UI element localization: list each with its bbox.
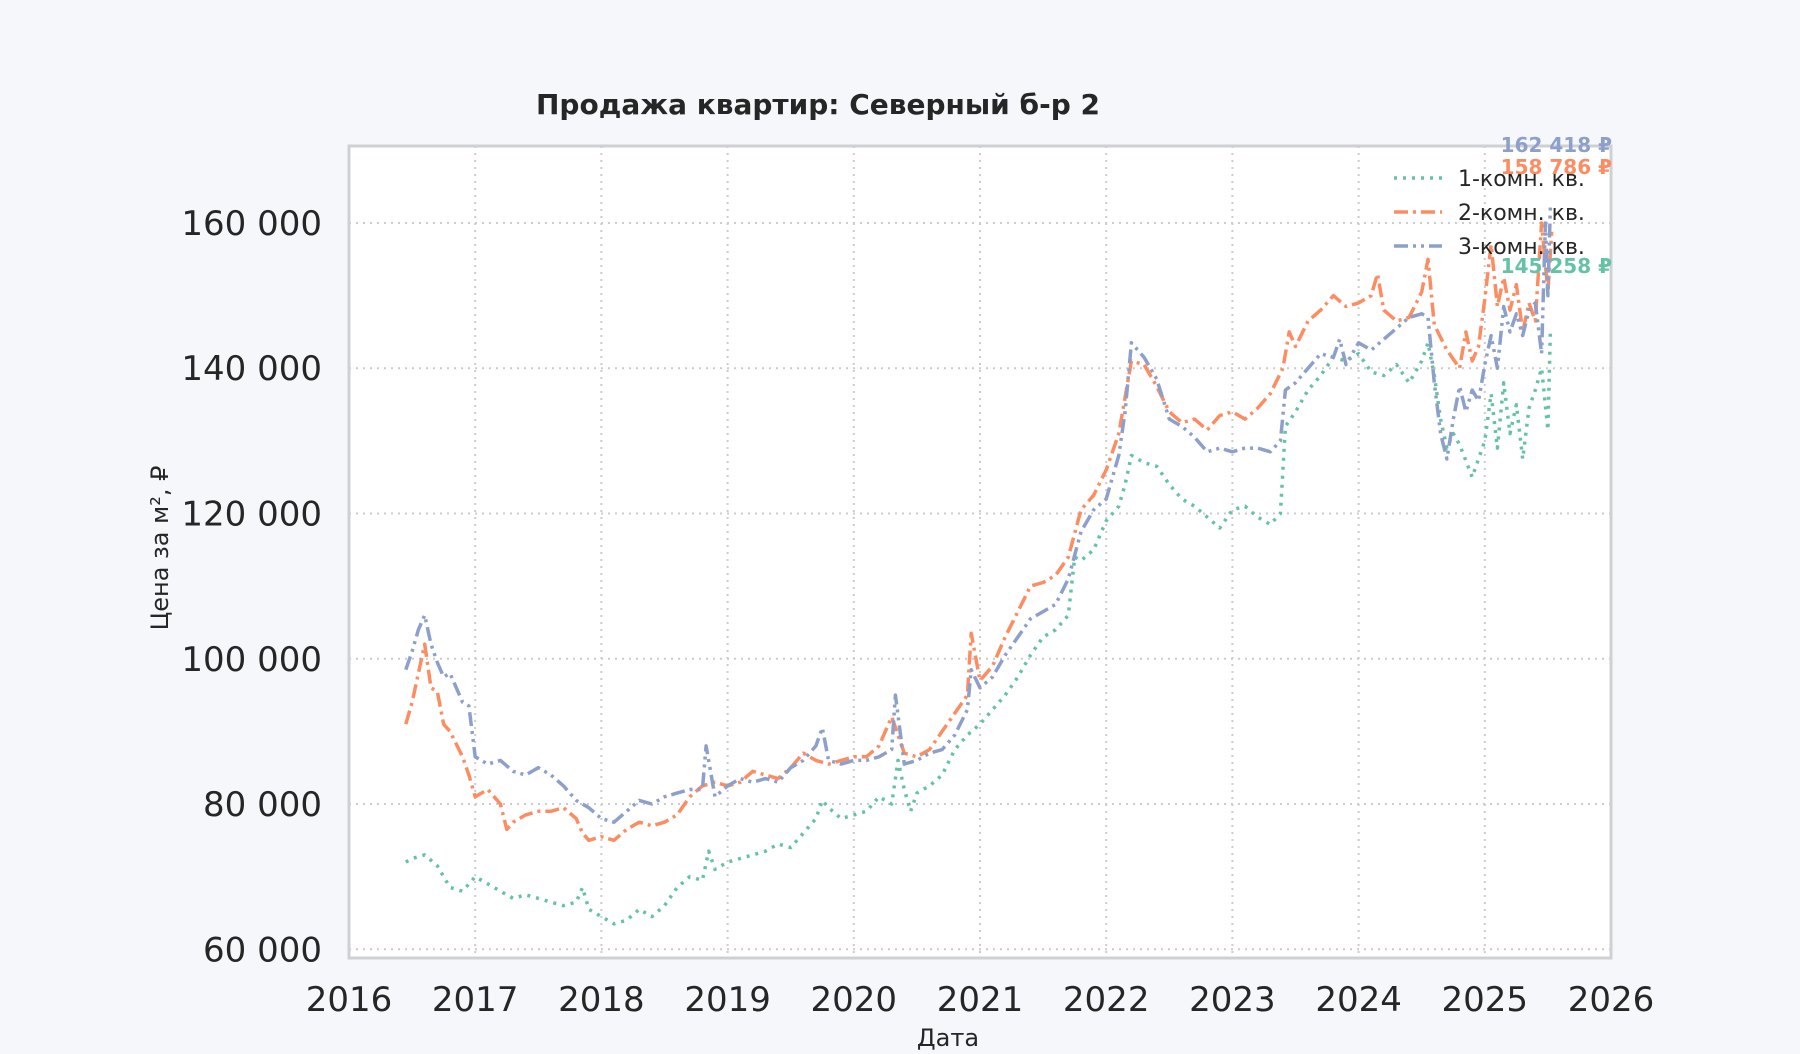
y-tick-label: 100 000: [181, 640, 322, 680]
legend-label-3: 3-комн. кв.: [1458, 235, 1585, 260]
x-tick-label: 2016: [306, 980, 393, 1020]
plot-frame: [347, 144, 1613, 960]
series-line-2: [404, 221, 1554, 843]
last-value-label-3: 162 418 ₽: [1501, 133, 1612, 157]
series-lines: [404, 205, 1554, 926]
chart-title: Продажа квартир: Северный б-р 2: [536, 88, 1100, 121]
y-tick-label: 140 000: [181, 349, 322, 389]
x-tick-label: 2024: [1315, 980, 1402, 1020]
y-tick-label: 80 000: [203, 785, 322, 825]
last-value-label-1: 145 258 ₽: [1501, 254, 1612, 278]
axis-ticks: 2016 2017 2018 2019 2020 2021 2022 2023 2024 2025…: [181, 204, 1654, 1020]
x-tick-label: 2023: [1189, 980, 1276, 1020]
x-tick-label: 2025: [1442, 980, 1529, 1020]
y-axis-label: Цена за м², ₽: [146, 466, 174, 631]
y-tick-label: 120 000: [181, 495, 322, 535]
last-value-label-2: 158 786 ₽: [1501, 155, 1612, 179]
x-axis-label: Дата: [917, 1024, 979, 1050]
x-tick-label: 2026: [1568, 980, 1655, 1020]
series-line-3: [404, 205, 1553, 824]
x-tick-label: 2019: [684, 980, 771, 1020]
x-tick-label: 2018: [558, 980, 645, 1020]
legend-label-1: 1-комн. кв.: [1458, 167, 1585, 192]
x-tick-label: 2017: [432, 980, 519, 1020]
x-tick-label: 2022: [1063, 980, 1150, 1020]
last-value-labels: 145 258 ₽ 158 786 ₽162 418 ₽: [1501, 133, 1612, 278]
x-tick-label: 2020: [811, 980, 898, 1020]
series-line-1: [404, 330, 1553, 926]
x-tick-label: 2021: [937, 980, 1024, 1020]
y-tick-label: 160 000: [181, 204, 322, 244]
y-tick-label: 60 000: [203, 930, 322, 970]
legend: 1-комн. кв. 2-комн. кв. 3-комн. кв.: [1394, 167, 1585, 260]
legend-label-2: 2-комн. кв.: [1458, 201, 1585, 226]
